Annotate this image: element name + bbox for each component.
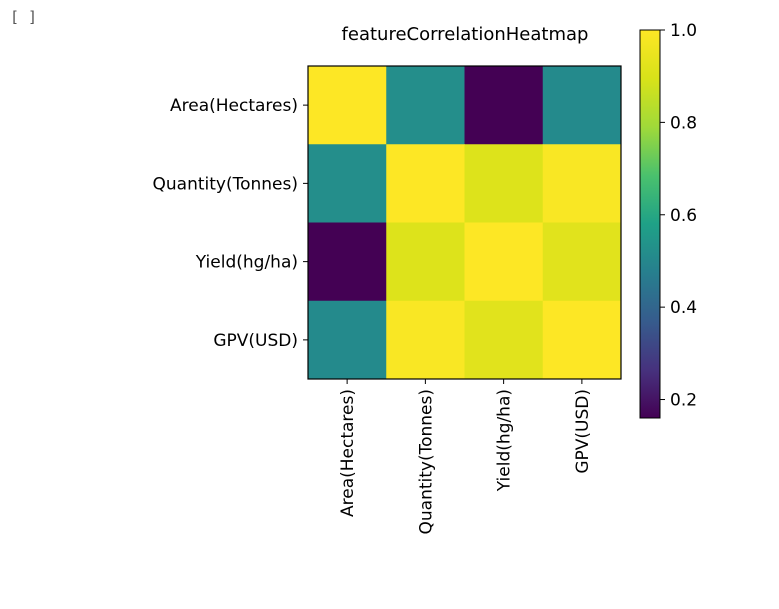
x-tick-label: Area(Hectares) [338, 389, 358, 517]
heatmap-cell-r3-c3 [542, 300, 622, 380]
y-tick-label: GPV(USD) [213, 331, 298, 351]
colorbar-tick-label: 0.8 [670, 113, 697, 133]
heatmap-cell-r0-c1 [386, 66, 465, 145]
y-tick-label: Area(Hectares) [170, 96, 298, 116]
x-tick-label: Yield(hg/ha) [495, 389, 515, 492]
heatmap-cell-r0-c0 [308, 66, 387, 145]
heatmap-cell-r3-c1 [386, 300, 465, 380]
colorbar-tick-label: 1.0 [670, 21, 697, 41]
heatmap-cell-r1-c3 [542, 144, 622, 223]
colorbar-tick-label: 0.4 [670, 298, 697, 318]
x-tick-label: Quantity(Tonnes) [416, 389, 436, 535]
heatmap-cell-r2-c0 [308, 222, 387, 302]
y-tick-label: Quantity(Tonnes) [153, 174, 299, 194]
heatmap-cell-r2-c2 [464, 222, 544, 302]
y-tick-label: Yield(hg/ha) [195, 253, 298, 273]
heatmap-cell-r1-c2 [464, 144, 544, 223]
heatmap-cell-r2-c1 [386, 222, 465, 302]
heatmap-cell-r0-c2 [464, 66, 544, 145]
chart-title: featureCorrelationHeatmap [342, 24, 589, 45]
heatmap-cell-r3-c2 [464, 300, 544, 380]
x-tick-label: GPV(USD) [573, 389, 593, 474]
colorbar-tick-label: 0.6 [670, 206, 697, 226]
heatmap-cell-r0-c3 [542, 66, 622, 145]
heatmap-cell-r1-c1 [386, 144, 465, 223]
heatmap-cell-r2-c3 [542, 222, 622, 302]
colorbar-tick-label: 0.2 [670, 391, 697, 411]
heatmap-cell-r1-c0 [308, 144, 387, 223]
heatmap-cell-r3-c0 [308, 300, 387, 380]
cell-execution-prompt: [ ] [10, 8, 38, 26]
colorbar [639, 29, 661, 419]
heatmap-frame [307, 65, 622, 380]
